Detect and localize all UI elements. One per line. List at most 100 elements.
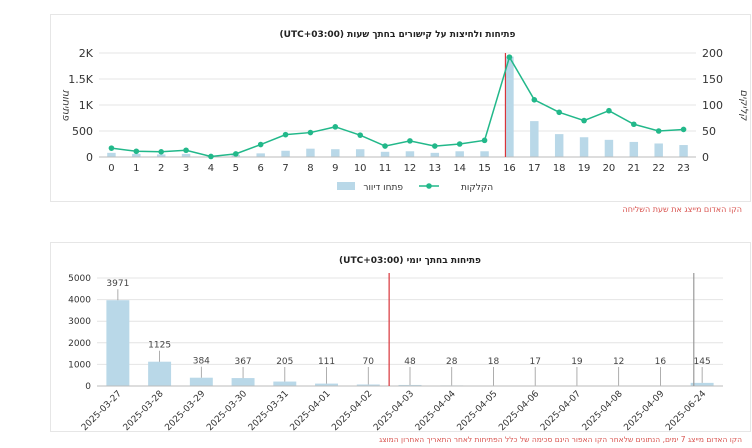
bar — [604, 139, 614, 157]
clicks-point — [332, 124, 339, 130]
bar — [398, 384, 422, 386]
x-tick-label: 4 — [208, 163, 214, 174]
clicks-point — [506, 54, 513, 60]
bar — [629, 141, 639, 157]
x-tick-label: 2025-06-24 — [664, 389, 708, 433]
x-tick-label: 2025-04-06 — [497, 389, 541, 433]
data-label: 48 — [404, 357, 416, 367]
clicks-point — [233, 151, 239, 157]
x-tick-label: 2025-04-03 — [372, 389, 416, 433]
x-tick-label: 22 — [652, 163, 665, 174]
x-tick-label: 2025-03-30 — [205, 389, 249, 433]
clicks-point — [456, 141, 463, 147]
y-tick-label: 1.5K — [68, 73, 93, 86]
data-label: 384 — [193, 357, 210, 367]
x-tick-label: 0 — [108, 163, 114, 174]
y2-tick-label: 150 — [702, 73, 723, 86]
x-tick-label: 16 — [503, 163, 516, 174]
clicks-point — [108, 145, 115, 151]
x-tick-label: 2025-03-31 — [247, 389, 291, 433]
x-tick-label: 2 — [158, 163, 164, 174]
clicks-point — [531, 97, 538, 103]
y-tick-label: 5000 — [68, 274, 91, 284]
bar — [315, 383, 339, 386]
clicks-point — [282, 131, 289, 138]
data-label: 145 — [694, 357, 711, 367]
x-tick-label: 2025-04-05 — [456, 389, 500, 433]
x-tick-label: 19 — [578, 163, 591, 174]
x-tick-label: 2025-03-27 — [80, 389, 124, 433]
clicks-point — [257, 141, 264, 148]
bar — [505, 56, 514, 157]
y-tick-label: 0 — [86, 151, 93, 164]
y-tick-label: 4000 — [68, 296, 91, 306]
y-tick-label: 2000 — [68, 339, 91, 349]
clicks-point — [606, 107, 612, 114]
hourly-chart-panel: פתיחות ולחיצות על קישורים בחתך שעות (UTC… — [50, 14, 751, 202]
x-tick-label: 18 — [553, 163, 566, 174]
bar — [356, 384, 380, 386]
x-tick-label: 3 — [183, 163, 189, 174]
clicks-point — [133, 148, 140, 155]
bar — [430, 152, 440, 157]
y-tick-label: 2K — [79, 47, 94, 60]
bar — [380, 151, 390, 157]
x-tick-label: 2025-04-07 — [539, 389, 583, 433]
bar — [256, 153, 265, 157]
x-tick-label: 2025-04-01 — [289, 389, 333, 433]
bar — [679, 145, 688, 157]
x-tick-label: 23 — [677, 163, 690, 174]
chart-title: פתיחות ולחיצות על קישורים בחתך שעות (UTC… — [280, 30, 516, 40]
x-tick-label: 9 — [332, 163, 338, 174]
legend-swatch-opens — [337, 182, 355, 190]
bar — [579, 137, 589, 157]
y2-axis-label: קליקים — [738, 90, 749, 122]
data-label: 19 — [571, 357, 583, 367]
data-label: 28 — [446, 357, 458, 367]
x-tick-label: 8 — [307, 163, 313, 174]
x-tick-label: 2025-04-04 — [414, 389, 458, 433]
hourly-chart-note: הקו האדום מייצג את שעת השליחה — [622, 205, 742, 214]
clicks-line — [111, 55, 684, 158]
bar — [455, 151, 464, 157]
bar — [189, 377, 213, 386]
data-label: 1125 — [148, 341, 171, 351]
y-tick-label: 500 — [72, 125, 93, 138]
x-tick-label: 2025-04-02 — [330, 389, 374, 433]
legend-label-opens: פתחו דיוור — [363, 183, 403, 193]
bar — [273, 381, 297, 386]
x-tick-label: 2025-03-29 — [163, 389, 207, 433]
clicks-point — [382, 143, 388, 149]
data-label: 205 — [276, 357, 293, 367]
y-tick-label: 3000 — [68, 317, 91, 327]
clicks-point — [581, 117, 587, 124]
bar — [181, 153, 191, 157]
daily-chart-note: הקו האדום מייצג 7 ימים, הנתונים שלאחר הק… — [379, 435, 742, 444]
bar — [554, 134, 564, 157]
clicks-point — [680, 126, 687, 133]
x-tick-label: 5 — [233, 163, 239, 174]
data-label: 70 — [363, 357, 375, 367]
y2-tick-label: 50 — [702, 125, 716, 138]
clicks-point — [158, 149, 164, 155]
bar — [106, 300, 130, 386]
y-tick-label: 1000 — [68, 360, 91, 370]
daily-chart: פתיחות בחתך יומי (UTC+03:00) 0 1000 2000 300… — [68, 256, 723, 433]
x-tick-label: 14 — [453, 163, 466, 174]
bar — [231, 378, 255, 386]
clicks-point — [556, 109, 562, 116]
x-tick-label: 11 — [379, 163, 392, 174]
x-tick-label: 7 — [282, 163, 288, 174]
x-tick-label: 2025-04-09 — [622, 389, 666, 433]
x-tick-label: 2025-03-28 — [122, 389, 166, 433]
data-label: 18 — [488, 357, 500, 367]
x-tick-label: 20 — [603, 163, 616, 174]
clicks-point — [481, 137, 488, 144]
data-label: 16 — [655, 357, 667, 367]
bar — [281, 150, 290, 157]
clicks-point — [655, 128, 662, 134]
x-tick-label: 12 — [404, 163, 417, 174]
legend-swatch-clicks-dot — [426, 183, 432, 189]
data-label: 111 — [318, 357, 335, 367]
legend-label-clicks: הקלקות — [461, 183, 493, 193]
